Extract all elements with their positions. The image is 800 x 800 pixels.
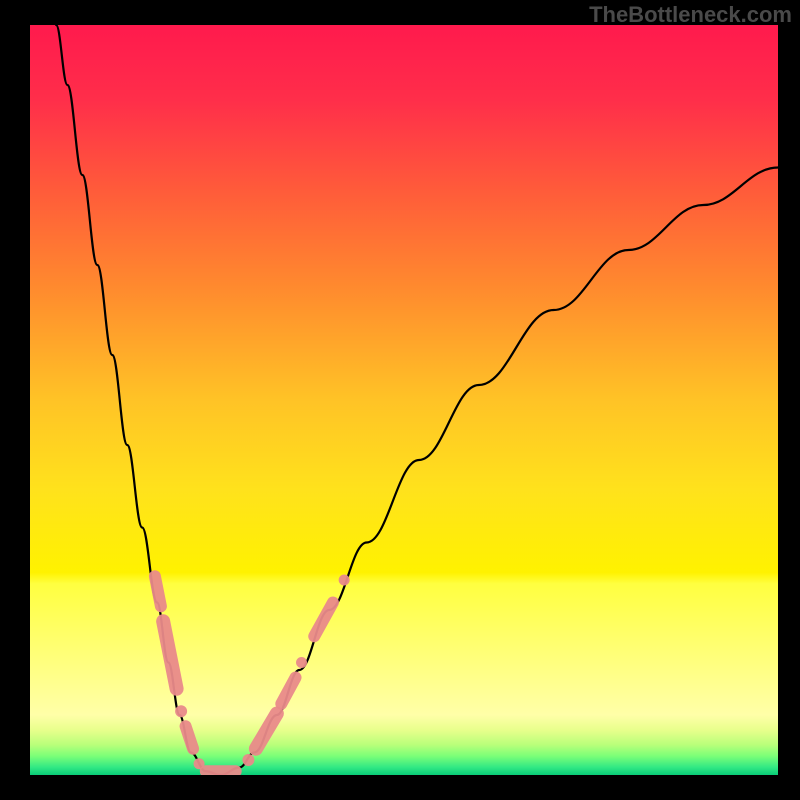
watermark-text: TheBottleneck.com xyxy=(589,2,792,28)
chart-root: TheBottleneck.com xyxy=(0,0,800,800)
marker-pill xyxy=(281,678,295,704)
marker-dot xyxy=(339,575,350,586)
curve-overlay xyxy=(30,25,778,775)
marker-pill xyxy=(314,603,333,637)
v-curve-left xyxy=(56,25,221,775)
marker-pill xyxy=(163,621,176,689)
marker-dot xyxy=(175,705,187,717)
marker-pill xyxy=(256,714,277,749)
marker-dot xyxy=(242,754,254,766)
marker-pill xyxy=(155,576,161,606)
v-curve-right xyxy=(221,168,778,776)
marker-dot xyxy=(296,657,307,668)
plot-area xyxy=(30,25,778,775)
marker-pill xyxy=(186,726,193,749)
